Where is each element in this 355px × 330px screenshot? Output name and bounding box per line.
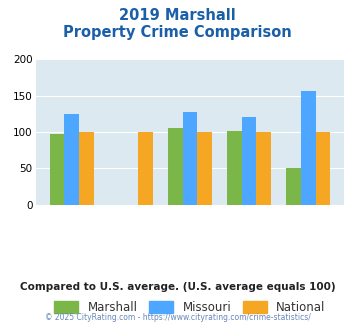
Bar [316,132,330,205]
Text: Compared to U.S. average. (U.S. average equals 100): Compared to U.S. average. (U.S. average … [20,282,335,292]
Text: 2019 Marshall: 2019 Marshall [119,8,236,23]
Bar [256,132,271,205]
Bar [227,131,242,205]
Bar [197,132,212,205]
Text: Property Crime Comparison: Property Crime Comparison [63,25,292,40]
Bar [301,91,316,205]
Bar [138,132,153,205]
Bar [79,132,94,205]
Bar [286,168,301,205]
Legend: Marshall, Missouri, National: Marshall, Missouri, National [54,301,326,314]
Bar [64,114,79,205]
Text: © 2025 CityRating.com - https://www.cityrating.com/crime-statistics/: © 2025 CityRating.com - https://www.city… [45,313,310,322]
Bar [50,134,64,205]
Bar [182,113,197,205]
Bar [168,128,182,205]
Bar [242,117,256,205]
